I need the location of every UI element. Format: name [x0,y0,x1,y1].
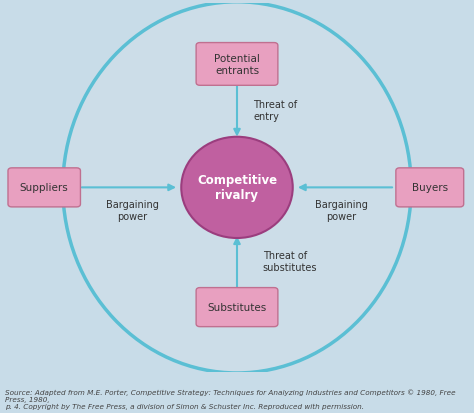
FancyBboxPatch shape [8,169,81,207]
Text: Suppliers: Suppliers [20,183,69,193]
FancyBboxPatch shape [196,288,278,327]
Text: Buyers: Buyers [412,183,448,193]
Text: Threat of
entry: Threat of entry [253,100,297,121]
Text: Substitutes: Substitutes [207,302,266,312]
FancyBboxPatch shape [396,169,464,207]
Text: Bargaining
power: Bargaining power [106,199,159,221]
Text: Threat of
substitutes: Threat of substitutes [263,251,317,272]
Text: Potential
entrants: Potential entrants [214,54,260,76]
Text: Source: Adapted from M.E. Porter, Competitive Strategy: Techniques for Analyzing: Source: Adapted from M.E. Porter, Compet… [5,388,456,409]
Text: Competitive
rivalry: Competitive rivalry [197,174,277,202]
Ellipse shape [63,3,411,373]
Ellipse shape [181,138,293,238]
Text: Bargaining
power: Bargaining power [315,199,368,221]
FancyBboxPatch shape [196,43,278,86]
